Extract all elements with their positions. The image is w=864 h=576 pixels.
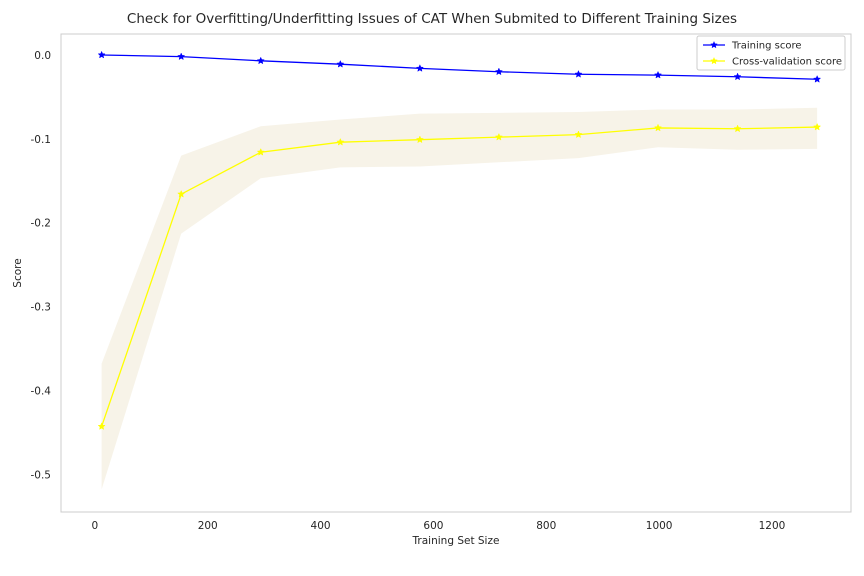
data-point (256, 56, 265, 65)
x-tick-label: 1200 (759, 520, 786, 532)
data-point (256, 147, 265, 156)
series-line-0 (101, 54, 818, 80)
x-tick-label: 400 (311, 520, 331, 532)
data-point (494, 132, 503, 141)
data-point (653, 123, 663, 132)
data-point (494, 67, 503, 76)
data-point (97, 422, 106, 430)
y-tick-label: -0.5 (31, 469, 52, 481)
x-tick-label: 600 (423, 520, 443, 532)
data-point (574, 130, 583, 139)
y-tick-label: -0.4 (31, 385, 52, 397)
y-tick-label: 0.0 (34, 50, 51, 62)
data-point (97, 50, 106, 59)
legend-marker (710, 56, 718, 65)
y-tick-label: -0.3 (31, 302, 52, 314)
x-tick-label: 800 (536, 520, 556, 532)
y-axis-label: Score (12, 258, 24, 287)
x-tick-label: 200 (198, 520, 218, 532)
data-point (653, 70, 663, 79)
data-point (177, 52, 186, 61)
legend-entry: Training score (731, 41, 802, 52)
y-tick-label: -0.1 (31, 134, 52, 146)
legend-entry: Cross-validation score (732, 57, 842, 68)
legend: Training score Cross-validation score (696, 35, 846, 71)
data-point (813, 75, 822, 83)
y-tick-label: -0.2 (31, 218, 52, 230)
data-point (336, 137, 345, 146)
data-point (415, 135, 424, 144)
legend-marker (710, 40, 718, 49)
plot-frame (60, 33, 852, 513)
chart-title: Check for Overfitting/Underfitting Issue… (127, 11, 737, 27)
x-tick-label: 0 (92, 520, 99, 532)
data-point (336, 59, 345, 68)
data-point (177, 189, 186, 198)
data-point (733, 124, 742, 133)
x-axis-label: Training Set Size (412, 535, 500, 547)
data-point (813, 122, 822, 131)
data-point (733, 72, 742, 81)
series-line-1 (101, 126, 818, 427)
confidence-band-1 (101, 107, 818, 490)
data-point (574, 69, 583, 78)
data-point (415, 64, 424, 72)
x-tick-label: 1000 (646, 520, 673, 532)
legend-box (696, 35, 846, 71)
